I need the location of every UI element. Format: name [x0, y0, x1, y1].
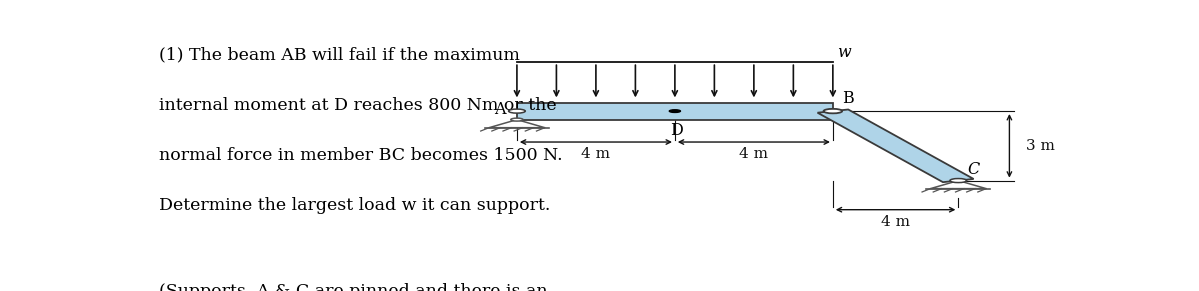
Text: 4 m: 4 m — [740, 147, 769, 161]
Circle shape — [950, 179, 966, 182]
Text: B: B — [842, 90, 854, 107]
Text: normal force in member BC becomes 1500 N.: normal force in member BC becomes 1500 N… — [159, 147, 562, 164]
Text: internal moment at D reaches 800 Nm or the: internal moment at D reaches 800 Nm or t… — [159, 97, 556, 113]
Circle shape — [824, 109, 842, 113]
Text: Determine the largest load w it can support.: Determine the largest load w it can supp… — [159, 197, 550, 214]
Text: 4 m: 4 m — [881, 215, 910, 229]
Text: 3 m: 3 m — [1026, 139, 1055, 153]
Text: A: A — [494, 102, 506, 118]
Text: (Supports  A & C are pinned and there is an: (Supports A & C are pinned and there is … — [159, 283, 548, 291]
Text: (1) The beam AB will fail if the maximum: (1) The beam AB will fail if the maximum — [159, 46, 520, 63]
Text: w: w — [837, 44, 851, 61]
Circle shape — [952, 179, 964, 182]
FancyBboxPatch shape — [517, 103, 833, 120]
Polygon shape — [930, 180, 987, 189]
Text: 4 m: 4 m — [582, 147, 610, 161]
Circle shape — [508, 109, 525, 113]
Text: D: D — [670, 122, 683, 139]
Polygon shape — [818, 109, 974, 182]
Circle shape — [511, 118, 523, 121]
Polygon shape — [489, 120, 544, 128]
Text: C: C — [968, 161, 980, 178]
Circle shape — [669, 110, 681, 112]
